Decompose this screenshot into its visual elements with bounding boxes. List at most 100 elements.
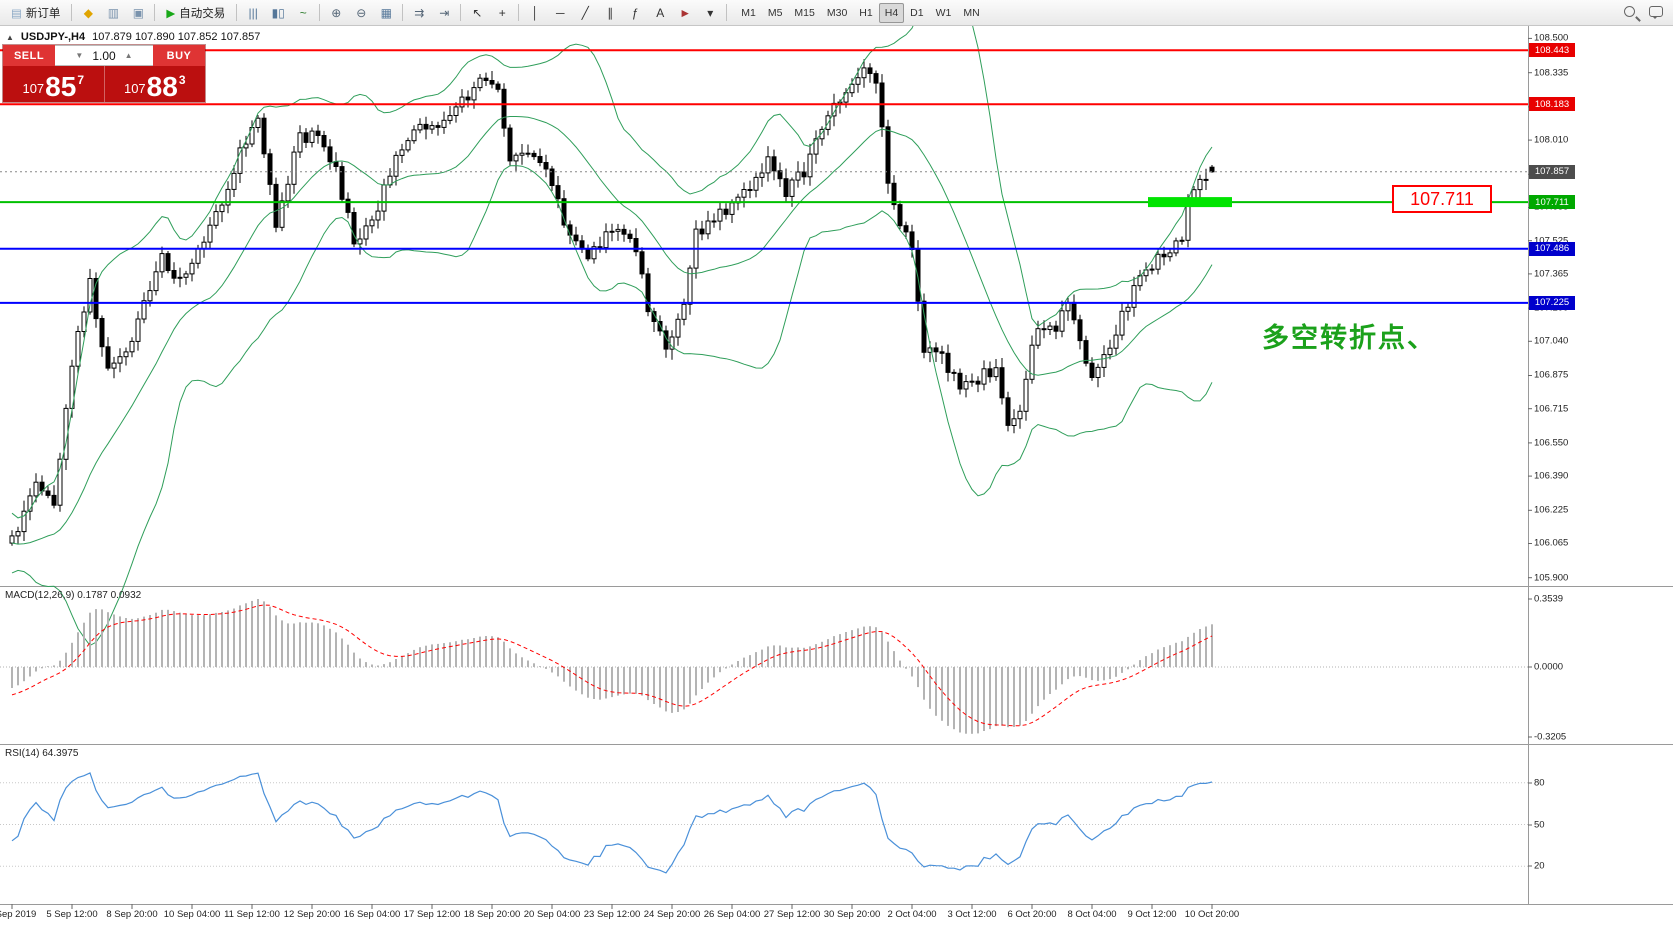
market-watch-icon[interactable]: ◆ (76, 2, 100, 24)
timeframe-w1[interactable]: W1 (935, 6, 952, 19)
trade-panel-prices: 107 85 7 107 88 3 (3, 66, 205, 102)
toolbar-separator (518, 4, 520, 21)
chart-annotation-text: 多空转折点、 (1262, 323, 1436, 353)
time-axis-label: 9 Oct 12:00 (1127, 909, 1177, 920)
tile-windows-icon: ▦ (380, 5, 392, 20)
toolbar-separator (319, 4, 321, 21)
time-axis-label: 16 Sep 04:00 (343, 909, 401, 920)
toolbar-separator (71, 4, 73, 21)
timeframe-d1[interactable]: D1 (910, 6, 924, 19)
line-chart-icon: ~ (299, 5, 307, 20)
autotrade-icon: ▶ (166, 7, 176, 20)
text-label-icon[interactable]: A (648, 2, 672, 24)
timeframe-m1[interactable]: M1 (741, 6, 756, 19)
chat-icon[interactable] (1645, 2, 1669, 24)
search-icon[interactable] (1620, 2, 1644, 24)
shapes-dropdown-icon[interactable]: ▾ (698, 2, 722, 24)
equidistant-channel-icon: ∥ (607, 5, 614, 20)
trendline-icon: ╱ (581, 5, 589, 20)
time-axis-label: 4 Sep 2019 (0, 909, 37, 920)
time-axis-label: 24 Sep 20:00 (643, 909, 701, 920)
chart-shift-icon[interactable]: ⇥ (432, 2, 456, 24)
line-chart-icon[interactable]: ~ (291, 2, 315, 24)
cursor-icon[interactable]: ↖ (465, 2, 489, 24)
price-axis-tick: 105.900 (1534, 572, 1569, 584)
price-axis-tick: 107.040 (1534, 335, 1569, 347)
timeframe-m30[interactable]: M30 (826, 6, 848, 19)
timeframe-h1[interactable]: H1 (859, 6, 873, 19)
price-axis-tick: 108.010 (1534, 134, 1569, 146)
indicator-axis-tick: 0.0000 (1534, 661, 1564, 673)
zoom-in-icon[interactable]: ⊕ (324, 2, 348, 24)
auto-scroll-icon[interactable]: ⇉ (407, 2, 431, 24)
indicator-axis-tick: 20 (1534, 860, 1545, 872)
equidistant-channel-icon[interactable]: ∥ (598, 2, 622, 24)
macd-indicator-label: MACD(12,26,9) 0.1787 0.0932 (5, 590, 142, 601)
trendline-icon[interactable]: ╱ (573, 2, 597, 24)
zoom-out-icon[interactable]: ⊖ (349, 2, 373, 24)
sell-button[interactable]: SELL (3, 45, 55, 66)
indicator-axis-tick: 80 (1534, 777, 1545, 789)
price-level-badge: 107.225 (1529, 295, 1575, 310)
toolbar-separator (236, 4, 238, 21)
toolbar-separator (726, 4, 728, 21)
crosshair-icon[interactable]: + (490, 2, 514, 24)
vertical-line-icon: │ (531, 5, 539, 20)
current-price-badge: 107.857 (1529, 164, 1575, 179)
timeframe-mn[interactable]: MN (963, 6, 980, 19)
new-order-button[interactable]: ▤ 新订单 (4, 1, 67, 25)
text-label-icon: A (656, 5, 665, 20)
price-axis-tick: 106.875 (1534, 369, 1569, 381)
bar-chart-icon: ||| (248, 5, 258, 20)
buy-button[interactable]: BUY (153, 45, 205, 66)
fibonacci-icon[interactable]: ƒ (623, 2, 647, 24)
time-axis-label: 6 Oct 20:00 (1007, 909, 1057, 920)
volume-decrease-button[interactable]: ▼ (75, 51, 84, 60)
time-axis-label: 8 Oct 04:00 (1067, 909, 1117, 920)
crosshair-icon: + (498, 5, 506, 20)
volume-increase-button[interactable]: ▲ (124, 51, 133, 60)
arrows-icon: ► (679, 5, 692, 20)
time-axis-label: 12 Sep 20:00 (283, 909, 341, 920)
timeframe-h4[interactable]: H4 (878, 2, 905, 23)
time-axis-label: 2 Oct 04:00 (887, 909, 937, 920)
candlestick-chart-icon[interactable]: ▮▯ (266, 2, 290, 24)
price-axis-tick: 106.065 (1534, 537, 1569, 549)
time-axis-label: 20 Sep 04:00 (523, 909, 581, 920)
price-axis-tick: 108.335 (1534, 67, 1569, 79)
volume-input[interactable]: ▼ 1.00 ▲ (55, 45, 153, 66)
time-axis-label: 11 Sep 12:00 (224, 909, 280, 920)
time-axis-label: 26 Sep 04:00 (703, 909, 761, 920)
time-axis-label: 8 Sep 20:00 (106, 909, 158, 920)
price-axis-tick: 107.525 (1534, 235, 1569, 247)
timeframe-m15[interactable]: M15 (794, 6, 815, 19)
toolbar-separator (460, 4, 462, 21)
auto-scroll-icon: ⇉ (414, 5, 425, 20)
timeframe-m5[interactable]: M5 (767, 6, 783, 19)
price-axis-tick: 106.225 (1534, 504, 1569, 516)
sell-price-pips: 85 (45, 71, 77, 103)
vertical-line-icon[interactable]: │ (523, 2, 547, 24)
horizontal-line-icon: ─ (555, 5, 565, 20)
toolbar-separator (154, 4, 156, 21)
arrows-icon[interactable]: ► (673, 2, 697, 24)
buy-price[interactable]: 107 88 3 (105, 66, 206, 102)
symbol-timeframe-label: USDJPY-,H4 (20, 31, 86, 43)
tile-windows-icon[interactable]: ▦ (374, 2, 398, 24)
price-axis-tick: 106.390 (1534, 470, 1569, 482)
one-click-trading-panel: SELL ▼ 1.00 ▲ BUY 107 85 7 107 88 3 (3, 45, 205, 102)
toolbar: ▤ 新订单 ◆ ▥ ▣ ▶ 自动交易 ||| ▮▯ ~ ⊕ ⊖ ▦ ⇉ ⇥ ↖ + │ ─ ╱ ∥ ƒ A ► ▾ M1 M5 M15… (0, 0, 1673, 26)
buy-price-pips: 88 (146, 71, 178, 103)
price-level-badge: 107.486 (1529, 241, 1575, 256)
navigator-icon[interactable]: ▣ (126, 2, 150, 24)
autotrade-button[interactable]: ▶ 自动交易 (159, 1, 232, 25)
data-window-icon[interactable]: ▥ (101, 2, 125, 24)
price-axis-tick: 107.365 (1534, 268, 1569, 280)
horizontal-line-icon[interactable]: ─ (548, 2, 572, 24)
price-axis-tick: 106.550 (1534, 437, 1569, 449)
zoom-in-icon: ⊕ (331, 5, 342, 20)
price-axis-tick: 108.500 (1534, 32, 1569, 44)
sell-price[interactable]: 107 85 7 (3, 66, 105, 102)
bar-chart-icon[interactable]: ||| (241, 2, 265, 24)
